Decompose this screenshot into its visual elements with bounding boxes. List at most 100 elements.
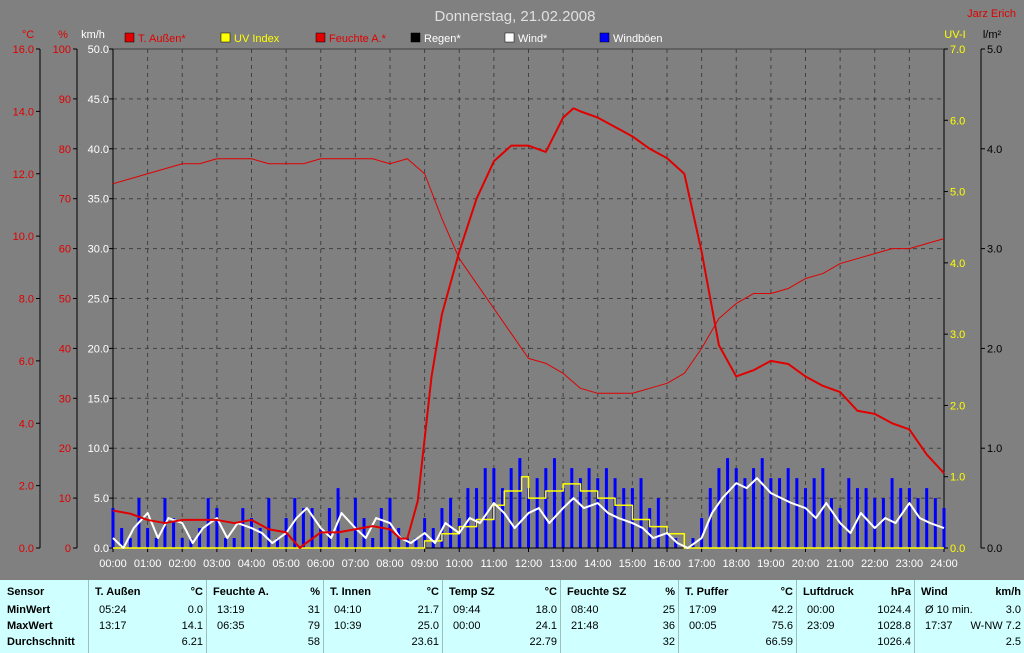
stats-column: Luftdruck hPa 00:00 1024.4 23:09 1028.8 1026.4 [796,580,915,653]
axis-tick-label: 0.0 [987,543,1002,555]
stats-column-header: Wind [921,586,948,598]
stats-column: Temp SZ °C 09:44 18.0 00:00 24.1 22.79 [442,580,561,653]
stats-avg-value: 32 [662,636,675,648]
axis-tick-label: 45.0 [88,94,109,106]
stats-column-unit: km/h [995,586,1021,598]
stats-column-unit: °C [780,586,793,598]
stats-column-unit: hPa [890,586,911,598]
axis-tick-label: 25.0 [88,294,109,306]
axis-tick-label: 5.0 [950,187,965,199]
stats-min-time: 05:24 [99,604,127,616]
axis-tick-label: 2.0 [950,400,965,412]
stats-min-time: 04:10 [334,604,362,616]
stats-avg-value: 6.21 [181,636,203,648]
x-axis-tick-label: 01:00 [134,558,162,570]
stats-max-value: 14.1 [181,620,203,632]
stats-max-label: MaxWert [7,620,53,632]
author-label: Jarz Erich [967,8,1016,20]
axis-tick-label: 50.0 [88,44,109,56]
chart-legend: T. Außen* UV Index Feuchte A.* Regen* Wind* W… [124,32,663,45]
stats-avg-value: 1026.4 [877,636,911,648]
legend-swatch [410,32,421,43]
x-axis-tick-label: 09:00 [411,558,439,570]
axis-tick-label: 14.0 [13,106,34,118]
axis-tick-label: 40.0 [88,144,109,156]
stats-max-time: 17:37 [925,620,953,632]
stats-max-value: 25.0 [417,620,439,632]
stats-column-header: Temp SZ [449,586,495,598]
stats-min-value: 31 [307,604,320,616]
stats-max-time: 13:17 [99,620,127,632]
stats-min-value: 21.7 [417,604,439,616]
stats-max-value: 79 [307,620,320,632]
axis-tick-label: 1.0 [987,443,1002,455]
stats-max-time: 10:39 [334,620,362,632]
axis-tick-label: 5.0 [987,44,1002,56]
chart-title: Donnerstag, 21.02.2008 [435,8,596,25]
axis-tick-label: 3.0 [987,244,1002,256]
x-axis-tick-label: 07:00 [342,558,370,570]
stats-min-time: 00:00 [807,604,835,616]
axis-tick-label: 2.0 [987,343,1002,355]
stats-max-value: 75.6 [771,620,793,632]
stats-sensor-label: Sensor [7,586,45,598]
axis-tick-label: 20 [59,443,71,455]
x-axis-tick-label: 19:00 [757,558,785,570]
axis-unit-percent: % [58,29,68,41]
axis-tick-label: 30.0 [88,244,109,256]
stats-min-time: 13:19 [217,604,245,616]
weather-chart: Donnerstag, 21.02.2008 Jarz Erich T. Auß… [0,0,1024,580]
axis-tick-label: 90 [59,94,71,106]
stats-avg-label: Durchschnitt [7,636,75,648]
x-axis-tick-label: 21:00 [826,558,854,570]
x-axis-tick-label: 10:00 [445,558,473,570]
stats-max-value: 1028.8 [877,620,911,632]
stats-column: T. Innen °C 04:10 21.7 10:39 25.0 23.61 [323,580,443,653]
stats-column-header: T. Puffer [685,586,729,598]
axis-tick-label: 6.0 [950,115,965,127]
stats-min-value: 1024.4 [877,604,911,616]
axis-tick-label: 100 [53,44,71,56]
axis-tick-label: 5.0 [94,493,109,505]
x-axis-tick-label: 04:00 [238,558,266,570]
stats-max-time: 06:35 [217,620,245,632]
stats-column-unit: % [665,586,675,598]
legend-swatch [599,32,610,43]
stats-label-column: Sensor MinWert MaxWert Durchschnitt [0,580,88,653]
legend-label: Regen* [424,33,461,45]
stats-min-time: 09:44 [453,604,481,616]
stats-min-time: 08:40 [571,604,599,616]
stats-column-unit: °C [190,586,203,598]
axis-tick-label: 0.0 [94,543,109,555]
axis-tick-label: 0 [65,543,71,555]
axis-tick-label: 4.0 [19,418,34,430]
stats-min-label: MinWert [7,604,51,616]
x-axis-tick-label: 13:00 [549,558,577,570]
stats-min-value: 3.0 [1005,604,1021,616]
x-axis-tick-label: 05:00 [272,558,300,570]
stats-column-unit: % [310,586,320,598]
axis-tick-label: 30 [59,393,71,405]
x-axis-tick-label: 16:00 [653,558,681,570]
stats-column-unit: °C [426,586,439,598]
legend-label: Windböen [613,33,663,45]
x-axis-tick-label: 23:00 [896,558,924,570]
stats-max-time: 00:00 [453,620,481,632]
stats-column-header: T. Innen [330,586,371,598]
axis-unit-temp_c: °C [22,29,34,41]
x-axis-tick-label: 06:00 [307,558,335,570]
chart-series [111,107,946,549]
stats-avg-value: 66.59 [765,636,793,648]
x-axis-tick-label: 22:00 [861,558,889,570]
axis-unit-rain: l/m² [983,29,1002,41]
stats-column-unit: °C [544,586,557,598]
axis-tick-label: 16.0 [13,44,34,56]
stats-column-header: Luftdruck [803,586,854,598]
axis-tick-label: 80 [59,144,71,156]
series-line-wind [112,477,945,549]
legend-swatch [220,32,231,43]
stats-min-time: 17:09 [689,604,717,616]
stats-column: Wind km/h Ø 10 min. 3.0 17:37 W-NW 7.2 2.5 [914,580,1024,653]
axis-tick-label: 4.0 [987,144,1002,156]
x-axis-tick-label: 17:00 [688,558,716,570]
